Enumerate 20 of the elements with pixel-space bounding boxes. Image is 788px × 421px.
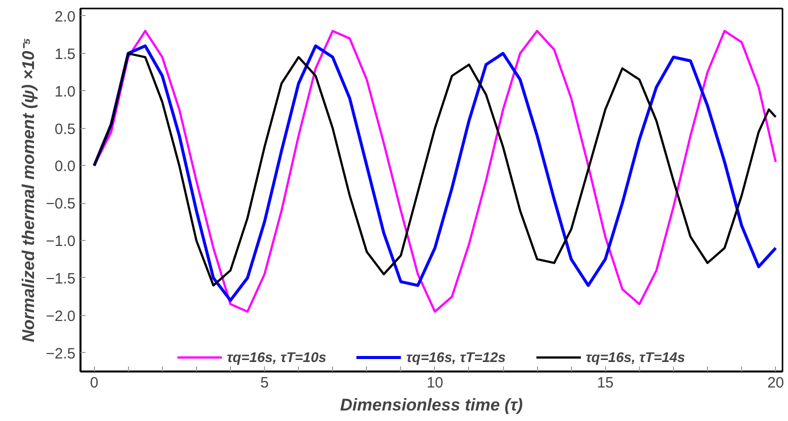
y-tick-label: 0.0	[54, 158, 76, 176]
y-tick-label: −0.5	[46, 196, 76, 213]
x-tick-label: 0	[90, 374, 98, 392]
legend-label: τq=16s, τT=10s	[226, 349, 326, 365]
x-tick-label: 20	[767, 374, 784, 392]
x-tick-label: 15	[596, 374, 614, 392]
y-tick-label: −1.0	[46, 233, 76, 250]
legend-label: τq=16s, τT=14s	[586, 349, 686, 365]
y-tick-label: 1.5	[54, 46, 76, 63]
y-tick-label: 1.0	[54, 83, 76, 100]
y-tick-label: 0.5	[54, 120, 76, 138]
y-axis-title: Normalized thermal moment (ψ) ×10⁻⁵	[18, 38, 38, 342]
y-tick-label: −2.5	[46, 345, 76, 362]
x-axis-title: Dimensionless time (τ)	[340, 396, 524, 414]
y-tick-label: −2.0	[46, 308, 76, 325]
y-tick-label: 2.0	[54, 8, 76, 26]
legend-label: τq=16s, τT=12s	[406, 349, 506, 365]
x-tick-label: 5	[260, 374, 269, 392]
x-tick-label: 10	[426, 374, 444, 392]
y-tick-label: −1.5	[46, 270, 76, 288]
